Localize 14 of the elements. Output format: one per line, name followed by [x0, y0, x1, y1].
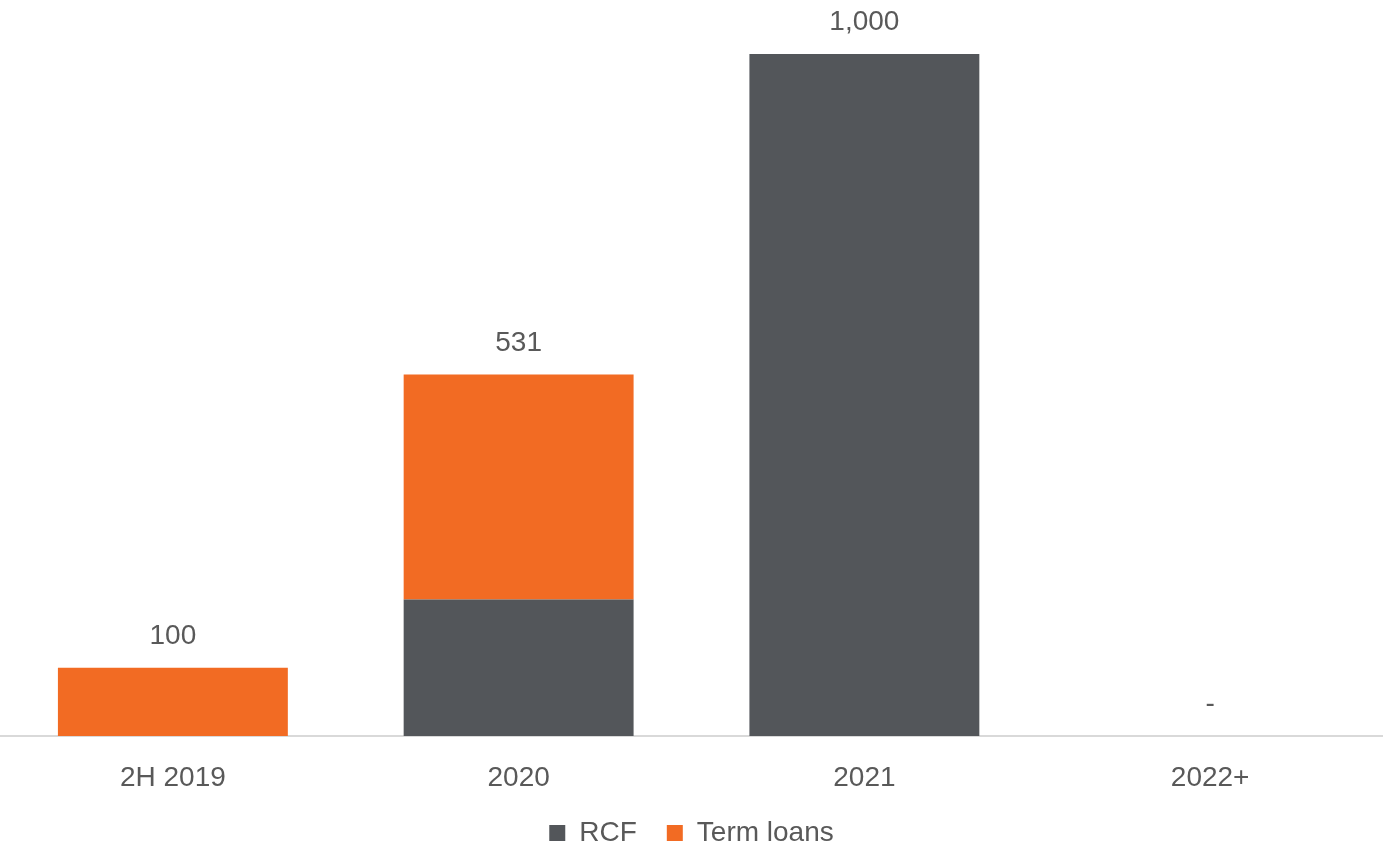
x-tick-label: 2H 2019	[119, 760, 226, 792]
legend-label: Term loans	[696, 815, 834, 847]
total-label: -	[1205, 687, 1215, 718]
x-tick-label: 2022+	[1170, 760, 1250, 792]
bar	[57, 667, 288, 736]
total-label: 531	[495, 325, 542, 357]
bar	[403, 599, 634, 736]
legend-label: RCF	[579, 815, 637, 847]
total-label: 100	[149, 618, 197, 650]
x-tick-label: 2020	[487, 760, 550, 792]
total-label: 1,000	[829, 5, 900, 36]
bar	[749, 54, 980, 736]
x-tick-label: 2021	[833, 760, 896, 792]
bar	[403, 374, 634, 600]
